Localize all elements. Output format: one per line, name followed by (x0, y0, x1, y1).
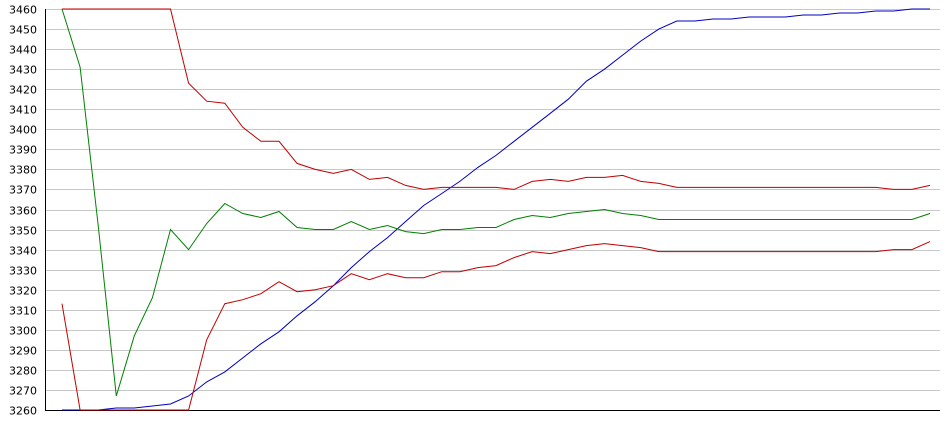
series-line-1 (62, 8, 930, 411)
y-tick-label: 3280 (9, 365, 37, 378)
y-tick-label: 3260 (9, 405, 37, 418)
y-tick-label: 3350 (9, 225, 37, 238)
y-tick-label: 3420 (9, 84, 37, 97)
y-tick-label: 3290 (9, 345, 37, 358)
y-tick-label: 3400 (9, 124, 37, 137)
grid-lines (45, 9, 940, 411)
series-line-4 (61, 241, 931, 411)
y-tick-label: 3270 (9, 385, 37, 398)
y-tick-label: 3300 (9, 325, 37, 338)
series-lines (61, 8, 931, 411)
y-tick-label: 3410 (9, 104, 37, 117)
y-tick-label: 3370 (9, 184, 37, 197)
y-tick-label: 3460 (9, 4, 37, 17)
series-line-2 (62, 8, 931, 190)
y-tick-label: 3430 (9, 64, 37, 77)
y-tick-label: 3330 (9, 265, 37, 278)
y-tick-label: 3390 (9, 144, 37, 157)
series-line-3 (61, 8, 931, 397)
y-tick-label: 3360 (9, 205, 37, 218)
y-tick-label: 3310 (9, 305, 37, 318)
y-tick-label: 3320 (9, 285, 37, 298)
y-tick-label: 3450 (9, 24, 37, 37)
y-tick-label: 3340 (9, 245, 37, 258)
y-tick-label: 3440 (9, 44, 37, 57)
y-tick-label: 3380 (9, 164, 37, 177)
y-axis-tick-labels: 3460 3450 3440 3430 3420 3410 3400 3390 3380 3370… (9, 4, 37, 418)
